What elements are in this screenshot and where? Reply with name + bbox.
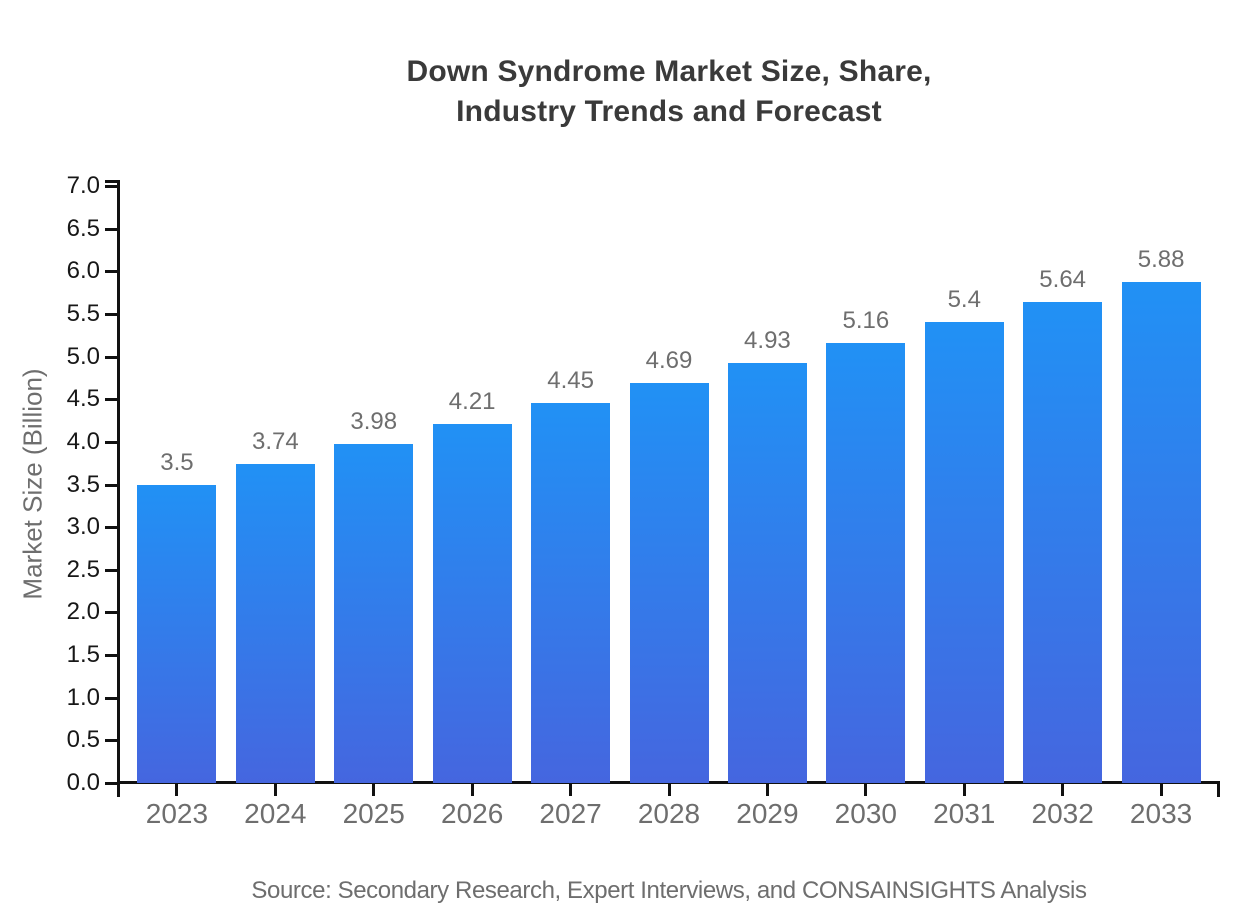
x-tick-label: 2033 <box>1129 798 1193 829</box>
y-tick-label: 4.0 <box>66 427 100 455</box>
chart-title: Down Syndrome Market Size, Share, Indust… <box>118 52 1220 132</box>
y-tick <box>105 611 118 615</box>
x-tick-label: 2032 <box>1031 798 1094 829</box>
bar-value-label: 3.98 <box>350 407 398 435</box>
y-tick <box>105 227 118 231</box>
y-tick <box>105 526 118 530</box>
y-axis-top-cap-icon <box>105 180 120 183</box>
x-tick <box>175 784 179 796</box>
y-tick <box>105 654 118 658</box>
chart-title-line2: Industry Trends and Forecast <box>456 95 882 128</box>
y-tick-label: 2.5 <box>66 555 100 583</box>
x-tick <box>962 784 966 796</box>
y-tick <box>105 398 118 402</box>
x-tick-label: 2024 <box>244 798 307 829</box>
bar-2032 <box>1023 301 1103 783</box>
bar-value-label: 3.5 <box>160 448 194 476</box>
source-note: Source: Secondary Research, Expert Inter… <box>251 877 1087 904</box>
y-tick-label: 5.0 <box>66 342 100 370</box>
x-tick-label: 2025 <box>342 798 405 829</box>
x-tick <box>1061 784 1065 796</box>
x-tick <box>1159 784 1163 796</box>
x-tick <box>765 784 769 796</box>
bar-2023 <box>137 484 217 783</box>
y-tick-label: 7.0 <box>66 172 100 199</box>
y-tick <box>105 185 118 188</box>
y-tick <box>105 483 118 487</box>
x-tick-label: 2030 <box>834 798 897 829</box>
y-tick-label: 0.5 <box>66 726 100 754</box>
y-tick <box>105 312 118 316</box>
y-tick <box>105 440 118 444</box>
bar-value-label: 4.93 <box>744 326 791 354</box>
bar-2030 <box>826 342 906 783</box>
chart-title-line1: Down Syndrome Market Size, Share, <box>406 55 932 88</box>
y-tick <box>105 782 118 785</box>
x-tick-label: 2031 <box>933 798 996 829</box>
y-tick-label: 4.5 <box>66 385 100 413</box>
y-tick-label: 1.5 <box>66 641 100 669</box>
x-axis-end-cap-icon <box>1217 781 1220 797</box>
bar-value-label: 4.69 <box>645 347 693 374</box>
y-tick-label: 0.0 <box>66 769 100 796</box>
y-tick-label: 6.5 <box>66 214 100 242</box>
x-tick-label: 2028 <box>637 798 701 829</box>
bar-2025 <box>334 443 414 783</box>
bar-2031 <box>924 322 1004 783</box>
x-tick <box>470 784 474 796</box>
bar-2033 <box>1121 281 1201 783</box>
y-tick-label: 2.0 <box>66 598 100 626</box>
bar-value-label: 5.4 <box>947 286 981 314</box>
bar-value-label: 5.64 <box>1039 265 1087 293</box>
x-tick-label: 2029 <box>736 798 799 829</box>
y-tick <box>105 739 118 743</box>
bar-2028 <box>629 383 709 783</box>
y-tick-label: 6.0 <box>66 257 100 285</box>
y-axis-line <box>117 180 120 797</box>
x-tick <box>864 784 868 796</box>
x-tick <box>273 784 277 796</box>
y-tick-label: 3.0 <box>66 513 100 541</box>
x-tick <box>667 784 671 796</box>
y-tick-label: 5.5 <box>66 299 100 327</box>
bar-value-label: 5.16 <box>842 306 890 334</box>
bar-value-label: 5.88 <box>1137 245 1185 273</box>
y-tick-label: 3.5 <box>66 470 100 498</box>
x-tick <box>372 784 376 796</box>
y-tick <box>105 355 118 359</box>
y-tick-label: 1.0 <box>66 683 100 711</box>
bar-value-label: 3.74 <box>251 428 299 456</box>
x-tick-label: 2023 <box>145 798 209 829</box>
bar-2027 <box>531 403 611 783</box>
x-tick-label: 2026 <box>441 798 504 829</box>
x-tick <box>569 784 573 796</box>
bar-2024 <box>235 464 315 783</box>
y-tick <box>105 568 118 572</box>
bar-value-label: 4.21 <box>448 387 496 415</box>
y-tick <box>105 270 118 274</box>
y-tick <box>105 696 118 700</box>
bar-value-label: 4.45 <box>547 367 594 395</box>
bar-2026 <box>432 423 512 783</box>
bar-2029 <box>727 362 807 783</box>
x-tick-label: 2027 <box>539 798 602 829</box>
